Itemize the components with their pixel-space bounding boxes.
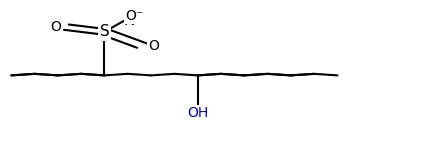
- Text: K⁺: K⁺: [123, 13, 141, 28]
- Text: S: S: [99, 24, 109, 39]
- Text: O⁻: O⁻: [125, 9, 143, 23]
- Text: OH: OH: [187, 106, 208, 120]
- Text: O: O: [50, 20, 61, 34]
- Text: O: O: [148, 39, 159, 53]
